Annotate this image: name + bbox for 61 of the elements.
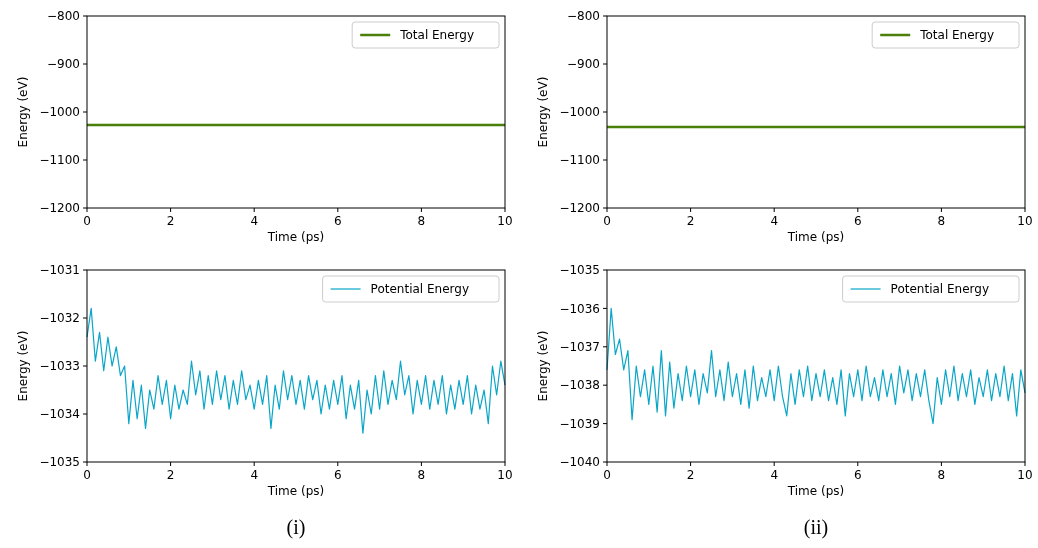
x-tick-label: 8 (417, 468, 426, 482)
y-axis-title: Energy (eV) (16, 76, 30, 148)
x-tick-label: 0 (603, 214, 611, 228)
y-tick-label: −1100 (39, 153, 80, 168)
x-tick-label: 6 (853, 214, 862, 228)
x-tick-label: 2 (686, 214, 695, 228)
y-tick-label: −800 (47, 9, 80, 24)
y-tick-label: −1200 (39, 201, 80, 216)
y-tick-label: −1200 (559, 201, 600, 216)
x-tick-label: 6 (853, 468, 862, 482)
x-tick-label: 0 (603, 468, 611, 482)
x-axis-title: Time (ps) (266, 230, 325, 244)
y-tick-label: −1032 (39, 311, 80, 326)
y-tick-label: −1036 (559, 301, 600, 316)
legend-label: Total Energy (919, 28, 995, 43)
y-tick-label: −1038 (559, 378, 600, 393)
x-tick-label: 6 (333, 468, 342, 482)
x-tick-label: 10 (497, 468, 513, 482)
text: (i) (286, 516, 306, 539)
y-axis-title: Energy (eV) (536, 330, 550, 402)
y-tick-label: −900 (47, 57, 80, 72)
x-tick-label: 2 (166, 468, 175, 482)
x-tick-label: 8 (417, 214, 426, 228)
x-tick-label: 4 (250, 468, 259, 482)
y-tick-label: −1000 (39, 105, 80, 120)
x-tick-label: 10 (497, 214, 513, 228)
line-series (606, 307, 1026, 425)
legend-label: Potential Energy (890, 282, 990, 297)
legend-label: Total Energy (399, 28, 475, 43)
y-tick-label: −1037 (559, 340, 600, 354)
y-tick-label: −800 (567, 9, 600, 24)
x-tick-label: 2 (686, 468, 695, 482)
x-tick-label: 8 (937, 468, 946, 482)
y-tick-label: −1039 (559, 416, 600, 431)
y-axis-title: Energy (eV) (536, 76, 550, 148)
x-tick-label: 0 (83, 214, 91, 228)
x-tick-label: 0 (83, 468, 91, 482)
text: (ii) (803, 516, 829, 539)
x-tick-label: 4 (250, 214, 259, 228)
y-tick-label: −1033 (39, 359, 80, 374)
legend-label: Potential Energy (370, 282, 470, 297)
y-tick-label: −1035 (39, 455, 80, 470)
x-tick-label: 8 (937, 214, 946, 228)
x-tick-label: 6 (333, 214, 342, 228)
x-tick-label: 4 (770, 468, 779, 482)
x-tick-label: 4 (770, 214, 779, 228)
y-tick-label: −1031 (39, 263, 80, 278)
y-axis-title: Energy (eV) (16, 330, 30, 402)
x-tick-label: 2 (166, 214, 175, 228)
y-tick-label: −1035 (559, 263, 600, 278)
y-tick-label: −1040 (559, 455, 600, 470)
x-axis-title: Time (ps) (786, 230, 845, 244)
x-tick-label: 10 (1017, 214, 1033, 228)
y-tick-label: −1000 (559, 105, 600, 120)
x-tick-label: 10 (1017, 468, 1033, 482)
y-tick-label: −900 (567, 57, 600, 72)
line-series (86, 307, 506, 434)
y-tick-label: −1100 (559, 153, 600, 168)
x-axis-title: Time (ps) (786, 484, 845, 498)
x-axis-title: Time (ps) (266, 484, 325, 498)
y-tick-label: −1034 (39, 407, 80, 422)
